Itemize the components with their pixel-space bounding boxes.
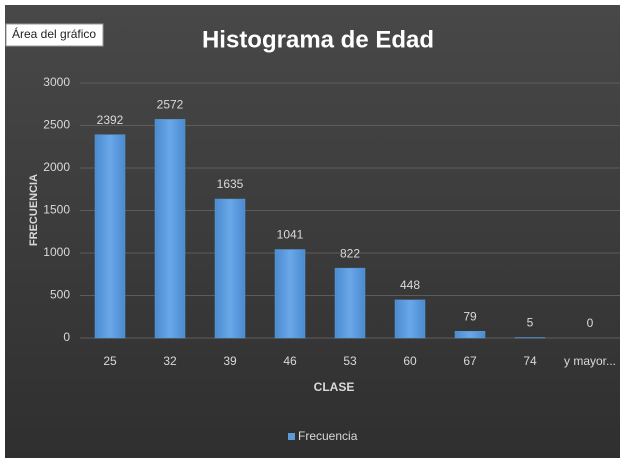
data-label: 0 [587, 316, 594, 330]
bar [94, 134, 126, 339]
y-tick-label: 2000 [43, 160, 70, 174]
x-tick-label: 74 [523, 354, 537, 368]
bar [394, 299, 426, 339]
y-tick-label: 3000 [43, 75, 70, 89]
x-tick-label: 46 [283, 354, 297, 368]
legend-label: Frecuencia [298, 429, 358, 443]
y-axis-label: FRECUENCIA [28, 174, 40, 246]
tooltip-box [5, 23, 104, 47]
data-label: 822 [340, 246, 360, 260]
data-label: 2572 [157, 98, 184, 112]
data-label: 79 [463, 309, 477, 323]
bar [334, 267, 366, 339]
x-tick-label: 39 [223, 354, 237, 368]
bar [274, 249, 306, 339]
y-tick-label: 0 [63, 330, 70, 344]
chart-title: Histograma de Edad [202, 26, 434, 53]
tooltip: Área del gráfico [12, 26, 96, 41]
y-tick-label: 500 [50, 288, 70, 302]
x-tick-label: 25 [103, 354, 117, 368]
data-label: 2392 [97, 113, 124, 127]
y-tick-label: 2500 [43, 118, 70, 132]
x-tick-label: y mayor... [564, 354, 616, 368]
bar [454, 331, 486, 339]
x-tick-label: 67 [463, 354, 477, 368]
bar [154, 119, 186, 339]
x-axis-label: CLASE [314, 380, 355, 394]
legend-swatch [288, 433, 295, 440]
x-tick-label: 53 [343, 354, 357, 368]
y-tick-label: 1000 [43, 245, 70, 259]
data-label: 1635 [217, 177, 244, 191]
data-label: 448 [400, 278, 420, 292]
y-tick-label: 1500 [43, 203, 70, 217]
data-label: 5 [527, 316, 534, 330]
data-label: 1041 [277, 228, 304, 242]
x-tick-label: 32 [163, 354, 177, 368]
x-tick-label: 60 [403, 354, 417, 368]
bar [214, 198, 246, 339]
